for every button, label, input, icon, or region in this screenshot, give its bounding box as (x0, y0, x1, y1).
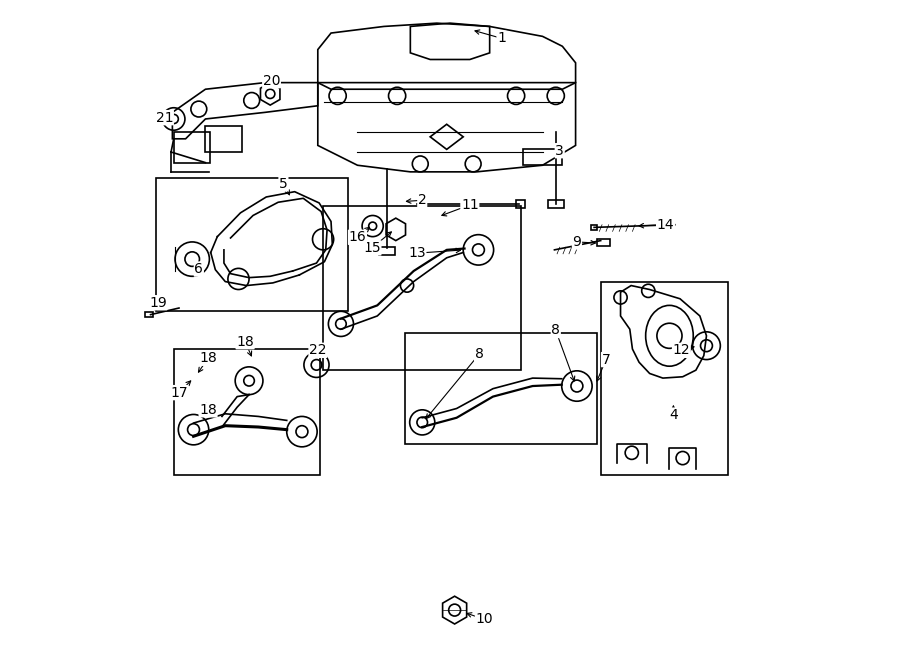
Text: 3: 3 (555, 143, 564, 158)
Bar (174, 132, 210, 163)
Text: 16: 16 (348, 230, 366, 245)
Text: 14: 14 (657, 217, 674, 232)
Bar (156, 178, 347, 311)
Bar (516, 200, 526, 208)
Text: 17: 17 (170, 385, 188, 400)
Text: 18: 18 (199, 351, 217, 366)
Text: 5: 5 (279, 176, 288, 191)
Text: 13: 13 (408, 246, 426, 260)
Text: 7: 7 (601, 352, 610, 367)
Text: 21: 21 (156, 110, 174, 125)
Text: 20: 20 (263, 73, 280, 88)
Text: 9: 9 (572, 235, 581, 249)
Bar (379, 247, 395, 255)
Text: 12: 12 (672, 343, 690, 358)
Bar (174, 349, 320, 475)
Text: 4: 4 (669, 408, 678, 422)
Bar (590, 225, 597, 230)
Text: 1: 1 (497, 31, 506, 46)
Bar (323, 206, 521, 370)
Text: 15: 15 (364, 241, 381, 255)
Text: 22: 22 (309, 343, 327, 358)
Text: 18: 18 (199, 403, 217, 417)
Text: 10: 10 (475, 612, 493, 627)
Text: 8: 8 (474, 347, 483, 362)
Text: 11: 11 (461, 198, 479, 212)
Bar (548, 200, 563, 208)
Text: 2: 2 (418, 193, 427, 208)
Text: 8: 8 (552, 323, 560, 338)
Bar (598, 239, 610, 246)
Text: 6: 6 (194, 262, 203, 276)
Bar (205, 126, 242, 152)
Bar (405, 333, 597, 444)
Bar (145, 312, 153, 317)
Text: 18: 18 (236, 334, 254, 349)
Bar (600, 282, 727, 475)
Text: 19: 19 (149, 295, 166, 310)
